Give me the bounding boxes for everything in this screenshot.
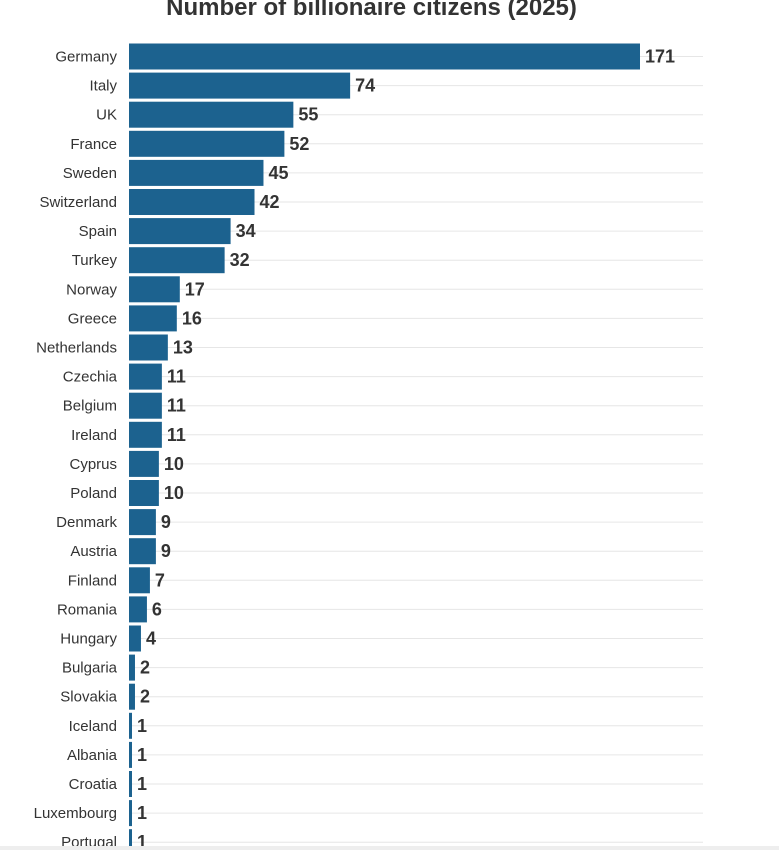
bar-poland bbox=[129, 480, 159, 506]
value-label-italy: 74 bbox=[355, 76, 375, 96]
value-label-poland: 10 bbox=[164, 483, 184, 503]
value-label-finland: 7 bbox=[155, 570, 165, 590]
category-label-albania: Albania bbox=[67, 747, 118, 764]
bar-albania bbox=[129, 741, 132, 768]
bar-belgium bbox=[129, 392, 162, 419]
bar-denmark bbox=[129, 509, 156, 536]
category-label-cyprus: Cyprus bbox=[69, 456, 117, 473]
value-label-luxembourg: 1 bbox=[137, 803, 147, 823]
category-label-switzerland: Switzerland bbox=[39, 194, 117, 211]
bar-cyprus bbox=[129, 450, 159, 477]
bar-iceland bbox=[129, 712, 132, 739]
chart-title: Number of billionaire citizens (2025) bbox=[166, 0, 577, 21]
value-label-uk: 55 bbox=[298, 105, 318, 125]
value-label-hungary: 4 bbox=[146, 629, 156, 649]
category-label-belgium: Belgium bbox=[63, 398, 117, 415]
category-label-iceland: Iceland bbox=[69, 718, 117, 735]
bar-bulgaria bbox=[129, 654, 135, 681]
value-label-greece: 16 bbox=[182, 308, 202, 328]
bar-hungary bbox=[129, 625, 141, 652]
bar-croatia bbox=[129, 771, 132, 797]
value-label-romania: 6 bbox=[152, 599, 162, 619]
bar-turkey bbox=[129, 247, 225, 274]
category-label-bulgaria: Bulgaria bbox=[62, 660, 118, 677]
category-label-netherlands: Netherlands bbox=[36, 340, 117, 357]
category-label-greece: Greece bbox=[68, 310, 117, 327]
value-label-spain: 34 bbox=[236, 221, 256, 241]
category-label-croatia: Croatia bbox=[69, 776, 118, 793]
category-label-turkey: Turkey bbox=[72, 252, 118, 269]
bar-slovakia bbox=[129, 683, 135, 710]
bar-netherlands bbox=[129, 334, 168, 361]
category-label-ireland: Ireland bbox=[71, 427, 117, 444]
value-label-sweden: 45 bbox=[268, 163, 288, 183]
bar-italy bbox=[129, 72, 351, 99]
bar-austria bbox=[129, 538, 156, 565]
bar-finland bbox=[129, 567, 150, 594]
category-label-italy: Italy bbox=[89, 78, 117, 95]
value-label-albania: 1 bbox=[137, 745, 147, 765]
value-label-denmark: 9 bbox=[161, 512, 171, 532]
category-label-spain: Spain bbox=[79, 223, 117, 240]
value-label-ireland: 11 bbox=[167, 425, 186, 445]
bar-portugal bbox=[129, 829, 132, 850]
category-label-luxembourg: Luxembourg bbox=[34, 805, 117, 822]
bar-ireland bbox=[129, 421, 162, 448]
bar-switzerland bbox=[129, 189, 255, 215]
category-label-romania: Romania bbox=[57, 601, 118, 618]
value-label-iceland: 1 bbox=[137, 716, 147, 736]
bar-norway bbox=[129, 276, 180, 303]
bar-spain bbox=[129, 218, 231, 245]
bar-greece bbox=[129, 305, 177, 332]
category-label-norway: Norway bbox=[66, 281, 117, 298]
bar-romania bbox=[129, 596, 147, 623]
value-label-france: 52 bbox=[289, 134, 309, 154]
value-label-switzerland: 42 bbox=[260, 192, 280, 212]
value-label-portugal: 1 bbox=[137, 832, 147, 850]
category-label-austria: Austria bbox=[70, 543, 117, 560]
value-label-croatia: 1 bbox=[137, 774, 147, 794]
bar-czechia bbox=[129, 363, 162, 390]
bar-luxembourg bbox=[129, 800, 132, 827]
value-label-turkey: 32 bbox=[230, 250, 250, 270]
chart-bottom-divider bbox=[0, 846, 779, 850]
category-label-denmark: Denmark bbox=[56, 514, 117, 531]
value-label-germany: 171 bbox=[645, 47, 675, 67]
category-label-uk: UK bbox=[96, 107, 117, 124]
bar-sweden bbox=[129, 159, 264, 186]
value-label-cyprus: 10 bbox=[164, 454, 184, 474]
category-label-hungary: Hungary bbox=[60, 631, 117, 648]
value-label-netherlands: 13 bbox=[173, 338, 193, 358]
category-label-sweden: Sweden bbox=[63, 165, 117, 182]
category-label-czechia: Czechia bbox=[63, 369, 118, 386]
category-label-slovakia: Slovakia bbox=[60, 689, 117, 706]
category-label-finland: Finland bbox=[68, 572, 117, 589]
value-label-slovakia: 2 bbox=[140, 687, 150, 707]
value-label-austria: 9 bbox=[161, 541, 171, 561]
category-label-germany: Germany bbox=[55, 49, 117, 66]
category-label-poland: Poland bbox=[70, 485, 117, 502]
bar-germany bbox=[129, 43, 640, 70]
value-label-czechia: 11 bbox=[167, 367, 186, 387]
value-label-belgium: 11 bbox=[167, 396, 186, 416]
category-label-france: France bbox=[70, 136, 117, 153]
bar-france bbox=[129, 130, 285, 157]
bar-uk bbox=[129, 101, 294, 128]
value-label-norway: 17 bbox=[185, 279, 205, 299]
value-label-bulgaria: 2 bbox=[140, 658, 150, 678]
